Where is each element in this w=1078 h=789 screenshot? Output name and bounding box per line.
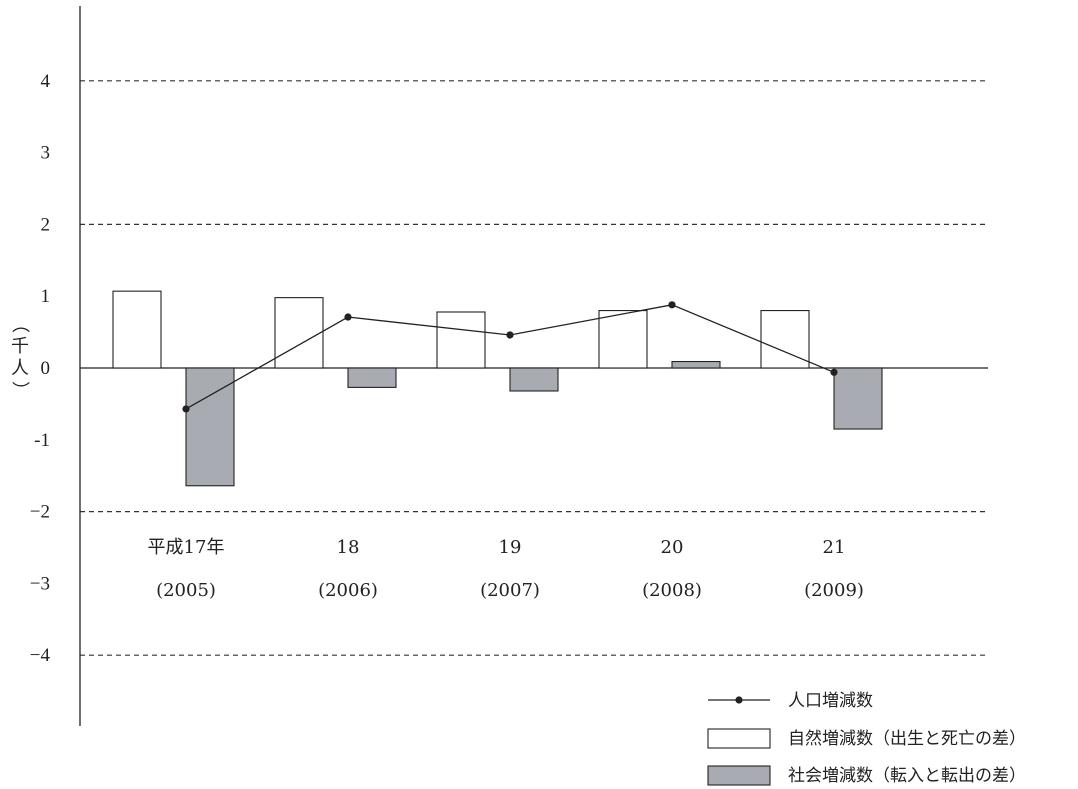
social-change-bar <box>671 360 721 369</box>
y-tick-label: -1 <box>34 430 50 451</box>
social-change-bar <box>347 367 397 388</box>
x-category-label: 19 <box>499 537 522 558</box>
natural-change-bar <box>112 290 162 369</box>
legend-label-social-change: 社会増減数（転入と転出の差） <box>788 766 1026 786</box>
social-change-bar <box>185 367 235 487</box>
population-change-point <box>182 405 190 413</box>
population-change-point <box>668 301 676 309</box>
y-axis-label-char: 千 <box>11 336 29 357</box>
population-change-point <box>344 313 352 321</box>
x-category-year: (2008) <box>642 580 702 601</box>
natural-change-bar <box>436 311 486 369</box>
social-change-bar <box>509 367 559 392</box>
x-category-year: (2005) <box>156 580 216 601</box>
line-layer <box>182 301 838 413</box>
social-change-bar <box>833 367 883 430</box>
y-tick-label: −2 <box>30 502 50 523</box>
y-tick-label: 3 <box>41 143 51 164</box>
y-axis-label-char: （ <box>9 315 30 333</box>
x-category-label: 21 <box>823 537 846 558</box>
x-category-label: 平成17年 <box>148 537 225 558</box>
legend-label-natural-change: 自然増減数（出生と死亡の差） <box>788 729 1026 749</box>
x-category-year: (2006) <box>318 580 378 601</box>
natural-change-bar <box>598 310 648 369</box>
x-category-year: (2007) <box>480 580 540 601</box>
y-tick-label: 0 <box>41 358 51 379</box>
y-tick-label: −3 <box>30 573 50 594</box>
population-change-point <box>506 331 514 339</box>
population-change-point <box>830 368 838 376</box>
legend-natural-swatch <box>707 728 771 749</box>
y-tick-label: 2 <box>41 214 51 235</box>
x-category-year: (2009) <box>804 580 864 601</box>
x-axis-labels: 平成17年 (2005) 18 (2006) 19 (2007) 20 (2008) 21 (20… <box>148 537 864 601</box>
y-tick-label: −4 <box>30 645 51 666</box>
y-tick-label: 1 <box>41 286 51 307</box>
natural-change-bar <box>274 297 324 369</box>
y-tick-label: 4 <box>41 71 51 92</box>
y-axis-label-char: ） <box>9 381 30 399</box>
bars-layer <box>112 290 883 487</box>
x-category-label: 20 <box>661 537 684 558</box>
legend-social-swatch <box>707 765 771 786</box>
x-category-label: 18 <box>337 537 360 558</box>
legend-label-population-change: 人口増減数 <box>788 691 873 711</box>
y-axis: 4 3 2 1 0 -1 −2 −3 −4 （ 千人 ） <box>9 6 81 726</box>
y-axis-label-char: 人 <box>11 358 29 379</box>
legend-line-marker <box>735 696 743 704</box>
